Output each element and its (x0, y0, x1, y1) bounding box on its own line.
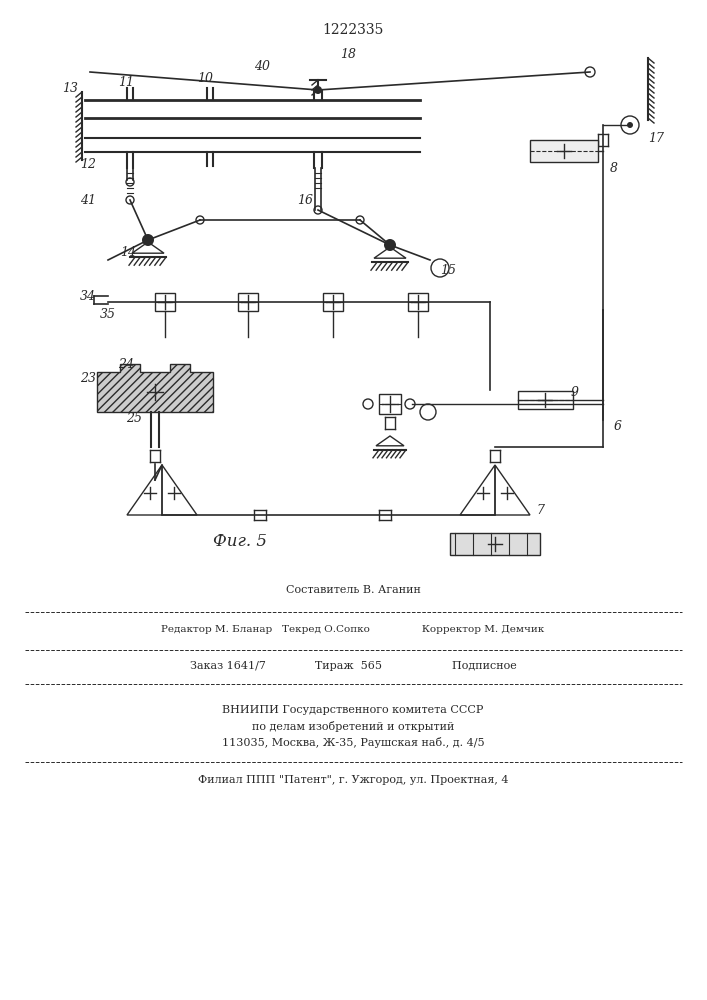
Text: 10: 10 (197, 72, 213, 85)
Text: Фиг. 5: Фиг. 5 (213, 534, 267, 550)
Text: 34: 34 (80, 290, 96, 302)
Text: 15: 15 (440, 263, 456, 276)
Text: 13: 13 (62, 82, 78, 95)
Text: 35: 35 (100, 308, 116, 322)
Text: 14: 14 (120, 245, 136, 258)
Text: Заказ 1641/7              Тираж  565                    Подписное: Заказ 1641/7 Тираж 565 Подписное (189, 661, 516, 671)
Text: 18: 18 (340, 47, 356, 60)
Bar (155, 293, 175, 311)
Text: 1222335: 1222335 (322, 23, 384, 37)
Bar (238, 293, 258, 311)
Bar (379, 394, 401, 414)
Text: 11: 11 (118, 76, 134, 89)
Bar (450, 533, 540, 555)
Text: 9: 9 (571, 385, 579, 398)
Bar (408, 293, 428, 311)
Text: 113035, Москва, Ж-35, Раушская наб., д. 4/5: 113035, Москва, Ж-35, Раушская наб., д. … (222, 736, 484, 748)
Text: 7: 7 (536, 504, 544, 516)
Text: 40: 40 (254, 60, 270, 73)
Text: по делам изобретений и открытий: по делам изобретений и открытий (252, 720, 454, 732)
Text: 24: 24 (118, 358, 134, 370)
Text: 16: 16 (297, 194, 313, 207)
Text: 41: 41 (80, 194, 96, 207)
Circle shape (314, 86, 322, 94)
Polygon shape (97, 364, 213, 412)
Text: 25: 25 (126, 412, 142, 424)
Bar (323, 293, 343, 311)
Text: 17: 17 (648, 131, 664, 144)
Text: 6: 6 (614, 420, 622, 432)
Bar (518, 391, 573, 409)
Circle shape (627, 122, 633, 128)
Text: 23: 23 (80, 371, 96, 384)
Text: 8: 8 (610, 161, 618, 174)
Circle shape (142, 234, 154, 246)
Text: 12: 12 (80, 157, 96, 170)
Bar (530, 140, 598, 162)
Text: Редактор М. Бланар   Текред О.Сопко                Корректор М. Демчик: Редактор М. Бланар Текред О.Сопко Коррек… (161, 626, 544, 635)
Text: Филиал ППП "Патент", г. Ужгород, ул. Проектная, 4: Филиал ППП "Патент", г. Ужгород, ул. Про… (198, 775, 508, 785)
Text: Составитель В. Аганин: Составитель В. Аганин (286, 585, 421, 595)
Text: ВНИИПИ Государственного комитета СССР: ВНИИПИ Государственного комитета СССР (222, 705, 484, 715)
Circle shape (384, 239, 396, 251)
